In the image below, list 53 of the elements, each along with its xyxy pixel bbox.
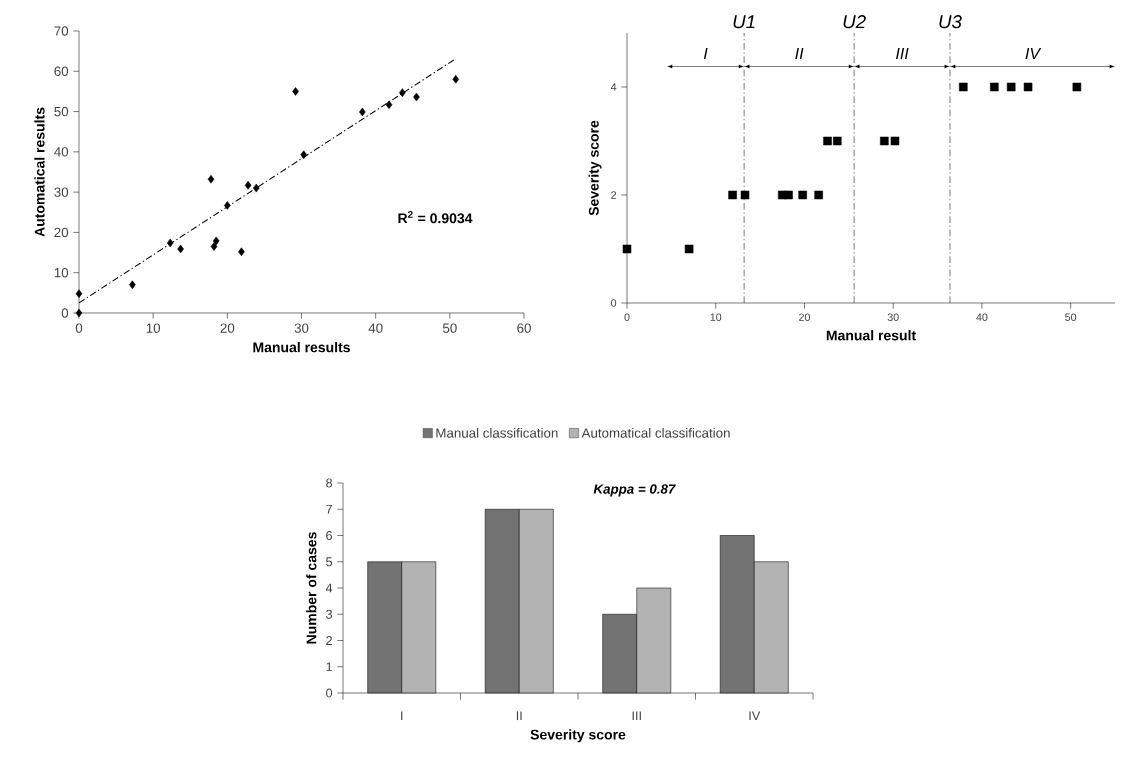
- y-tick-label: 60: [54, 66, 69, 76]
- x-axis-title: Manual result: [826, 330, 916, 341]
- annotation: I: [703, 48, 708, 60]
- y-tick-label: 4: [610, 83, 617, 91]
- x-tick-label: 50: [442, 323, 457, 333]
- y-axis-title: Number of cases: [306, 532, 317, 644]
- y-tick-label: 50: [54, 106, 69, 117]
- ref-line-label: U1: [733, 15, 755, 29]
- x-tick-label: II: [516, 711, 522, 721]
- y-tick-label: 1: [326, 662, 332, 672]
- ref-line-label: U2: [843, 15, 866, 29]
- y-tick-label: 20: [54, 227, 69, 238]
- y-tick-label: 6: [326, 531, 333, 540]
- x-tick-label: 60: [517, 323, 531, 333]
- y-tick-label: 10: [54, 267, 69, 278]
- ref-line-label: U3: [939, 15, 962, 29]
- y-tick-label: 0: [326, 688, 333, 698]
- legend-label: Manual classification: [436, 427, 558, 438]
- annotation: II: [795, 48, 804, 60]
- y-tick-label: 0: [611, 299, 617, 307]
- annotation: Kappa = 0.87: [593, 484, 676, 497]
- x-axis-title: Manual results: [253, 341, 350, 353]
- y-tick-label: 5: [326, 557, 333, 567]
- x-tick-label: 0: [75, 323, 83, 333]
- y-tick-label: 2: [611, 191, 617, 199]
- x-tick-label: 10: [710, 313, 722, 321]
- x-tick-label: 40: [368, 323, 383, 333]
- y-tick-label: 40: [54, 147, 69, 157]
- x-tick-label: I: [401, 711, 403, 721]
- annotation: IV: [1025, 48, 1042, 60]
- y-tick-label: 4: [325, 583, 333, 593]
- y-tick-label: 30: [54, 187, 69, 197]
- x-tick-label: 40: [976, 313, 988, 321]
- x-tick-label: 30: [294, 323, 309, 333]
- x-tick-label: 0: [624, 313, 630, 321]
- y-tick-label: 70: [54, 26, 69, 36]
- annotation: R$^{2}$ = 0.9034: [398, 210, 473, 224]
- y-tick-label: 8: [326, 478, 333, 488]
- x-tick-label: 20: [799, 313, 810, 321]
- x-tick-label: 30: [887, 313, 899, 321]
- x-tick-label: III: [632, 711, 641, 721]
- y-axis-title: Automatical results: [34, 107, 45, 237]
- legend-label: Automatical classification: [581, 427, 730, 438]
- x-tick-label: 20: [220, 323, 235, 333]
- x-tick-label: IV: [749, 711, 761, 721]
- y-tick-label: 3: [326, 609, 333, 619]
- x-axis-title: Severity score: [530, 729, 626, 743]
- y-axis-title: Severity score: [588, 120, 602, 216]
- y-tick-label: 7: [326, 504, 332, 514]
- y-tick-label: 2: [326, 636, 332, 645]
- x-tick-label: 10: [146, 323, 161, 333]
- x-tick-label: 50: [1065, 313, 1077, 321]
- annotation: III: [896, 48, 909, 60]
